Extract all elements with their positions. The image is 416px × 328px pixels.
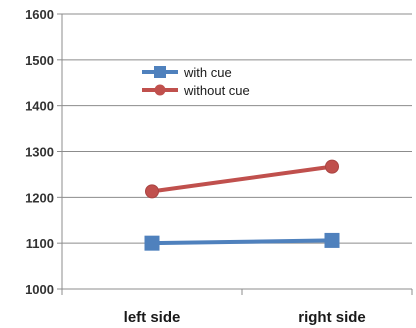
x-category-label: left side	[124, 309, 181, 326]
y-tick-label: 1500	[25, 53, 54, 68]
legend-label: without cue	[183, 83, 250, 98]
y-tick-label: 1300	[25, 145, 54, 160]
data-point-with-cue	[144, 235, 160, 251]
series	[144, 159, 340, 251]
data-point-without-cue	[145, 184, 159, 199]
y-tick-label: 1600	[25, 7, 54, 22]
legend-marker	[154, 84, 166, 96]
legend-marker	[154, 66, 166, 78]
y-tick-label: 1000	[25, 282, 54, 297]
data-point-without-cue	[325, 159, 339, 174]
y-axis-ticks: 1000 1100 1200 1300 1400 1500 1600	[25, 7, 54, 297]
x-category-label: right side	[298, 309, 366, 326]
y-tick-label: 1100	[26, 236, 54, 251]
legend-label: with cue	[183, 65, 232, 80]
legend: with cue without cue	[142, 65, 250, 98]
series-line-with-cue	[151, 238, 333, 246]
data-point-with-cue	[324, 232, 340, 248]
y-tick-label: 1400	[25, 99, 54, 114]
series-line-without-cue	[151, 164, 333, 194]
x-axis-categories: left side right side	[124, 309, 366, 326]
gridlines	[62, 13, 412, 244]
axes	[57, 13, 413, 295]
y-tick-label: 1200	[25, 190, 54, 205]
